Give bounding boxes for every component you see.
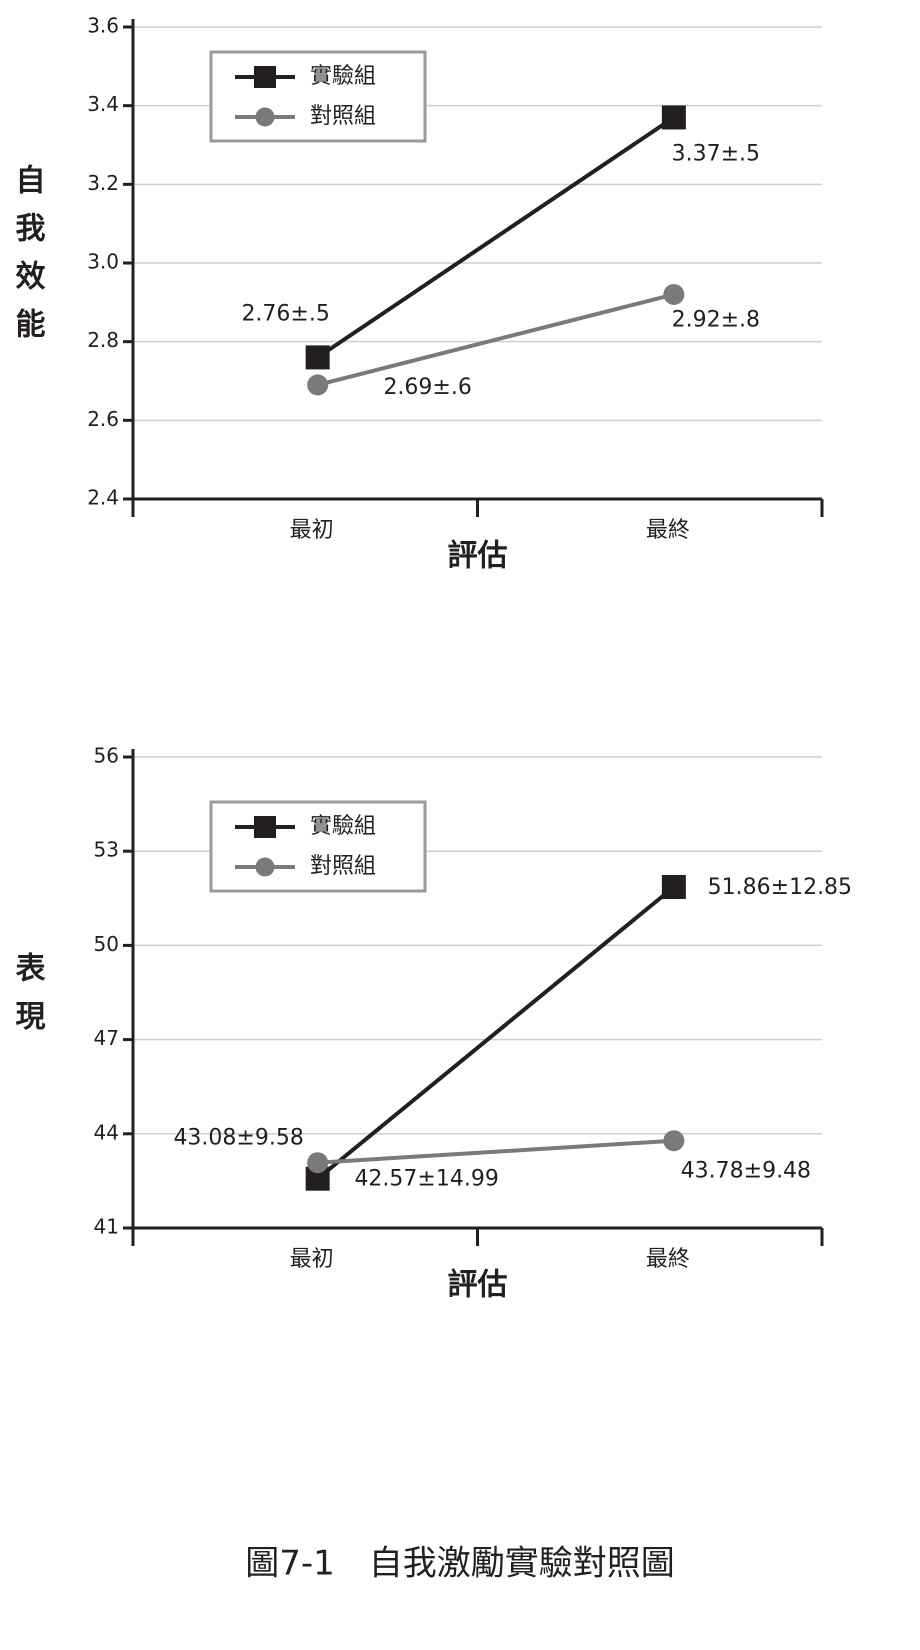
data-label: 43.08±9.58 — [173, 1126, 303, 1151]
y-tick-label: 50 — [94, 932, 119, 956]
legend-marker — [255, 107, 275, 127]
y-axis-title: 自我效能 — [10, 164, 46, 356]
x-tick-label: 最終 — [646, 518, 690, 543]
legend-box — [209, 800, 427, 893]
x-tick-label: 最初 — [290, 1247, 334, 1272]
legend-box — [209, 50, 427, 143]
data-label: 43.78±9.48 — [681, 1159, 811, 1184]
y-tick-label: 53 — [94, 838, 119, 862]
y-tick-label: 56 — [94, 744, 119, 768]
data-line — [317, 1138, 674, 1165]
y-tick-label: 2.8 — [87, 328, 119, 352]
data-label: 2.92±.8 — [672, 307, 760, 332]
data-point — [305, 345, 330, 370]
data-label: 2.69±.6 — [383, 375, 471, 400]
y-tick-label: 3.2 — [87, 171, 119, 195]
y-tick-label: 44 — [94, 1120, 119, 1144]
legend-marker — [254, 66, 276, 88]
data-line — [317, 292, 675, 387]
data-point — [307, 1152, 329, 1174]
data-line — [316, 885, 676, 1181]
legend-marker — [254, 816, 276, 838]
x-axis-title: 評估 — [448, 1268, 508, 1303]
y-tick-label: 2.4 — [87, 486, 119, 510]
legend-label: 對照組 — [310, 104, 376, 129]
legend-marker — [255, 857, 275, 877]
data-point — [663, 283, 685, 305]
legend-label: 實驗組 — [310, 814, 376, 839]
data-label: 2.76±.5 — [241, 301, 329, 326]
legend-label: 對照組 — [310, 854, 376, 879]
x-tick-label: 最終 — [646, 1247, 690, 1272]
y-tick-label: 3.6 — [87, 14, 119, 38]
data-point — [661, 105, 686, 130]
x-tick-label: 最初 — [290, 518, 334, 543]
data-line — [316, 115, 675, 360]
y-axis-title: 表現 — [10, 952, 46, 1048]
legend-label: 實驗組 — [310, 64, 376, 89]
data-point — [661, 874, 686, 899]
data-label: 42.57±14.99 — [354, 1167, 498, 1192]
data-label: 51.86±12.85 — [708, 875, 852, 900]
y-tick-label: 41 — [94, 1215, 119, 1239]
y-tick-label: 3.4 — [87, 92, 119, 116]
y-tick-label: 47 — [94, 1026, 119, 1050]
data-label: 3.37±.5 — [672, 141, 760, 166]
y-tick-label: 2.6 — [87, 407, 119, 431]
y-tick-label: 3.0 — [87, 250, 119, 274]
x-axis-title: 評估 — [448, 539, 508, 574]
figure-caption: 圖7-1 自我激勵實驗對照圖 — [245, 1544, 675, 1584]
data-point — [307, 374, 329, 396]
data-point — [663, 1130, 685, 1152]
